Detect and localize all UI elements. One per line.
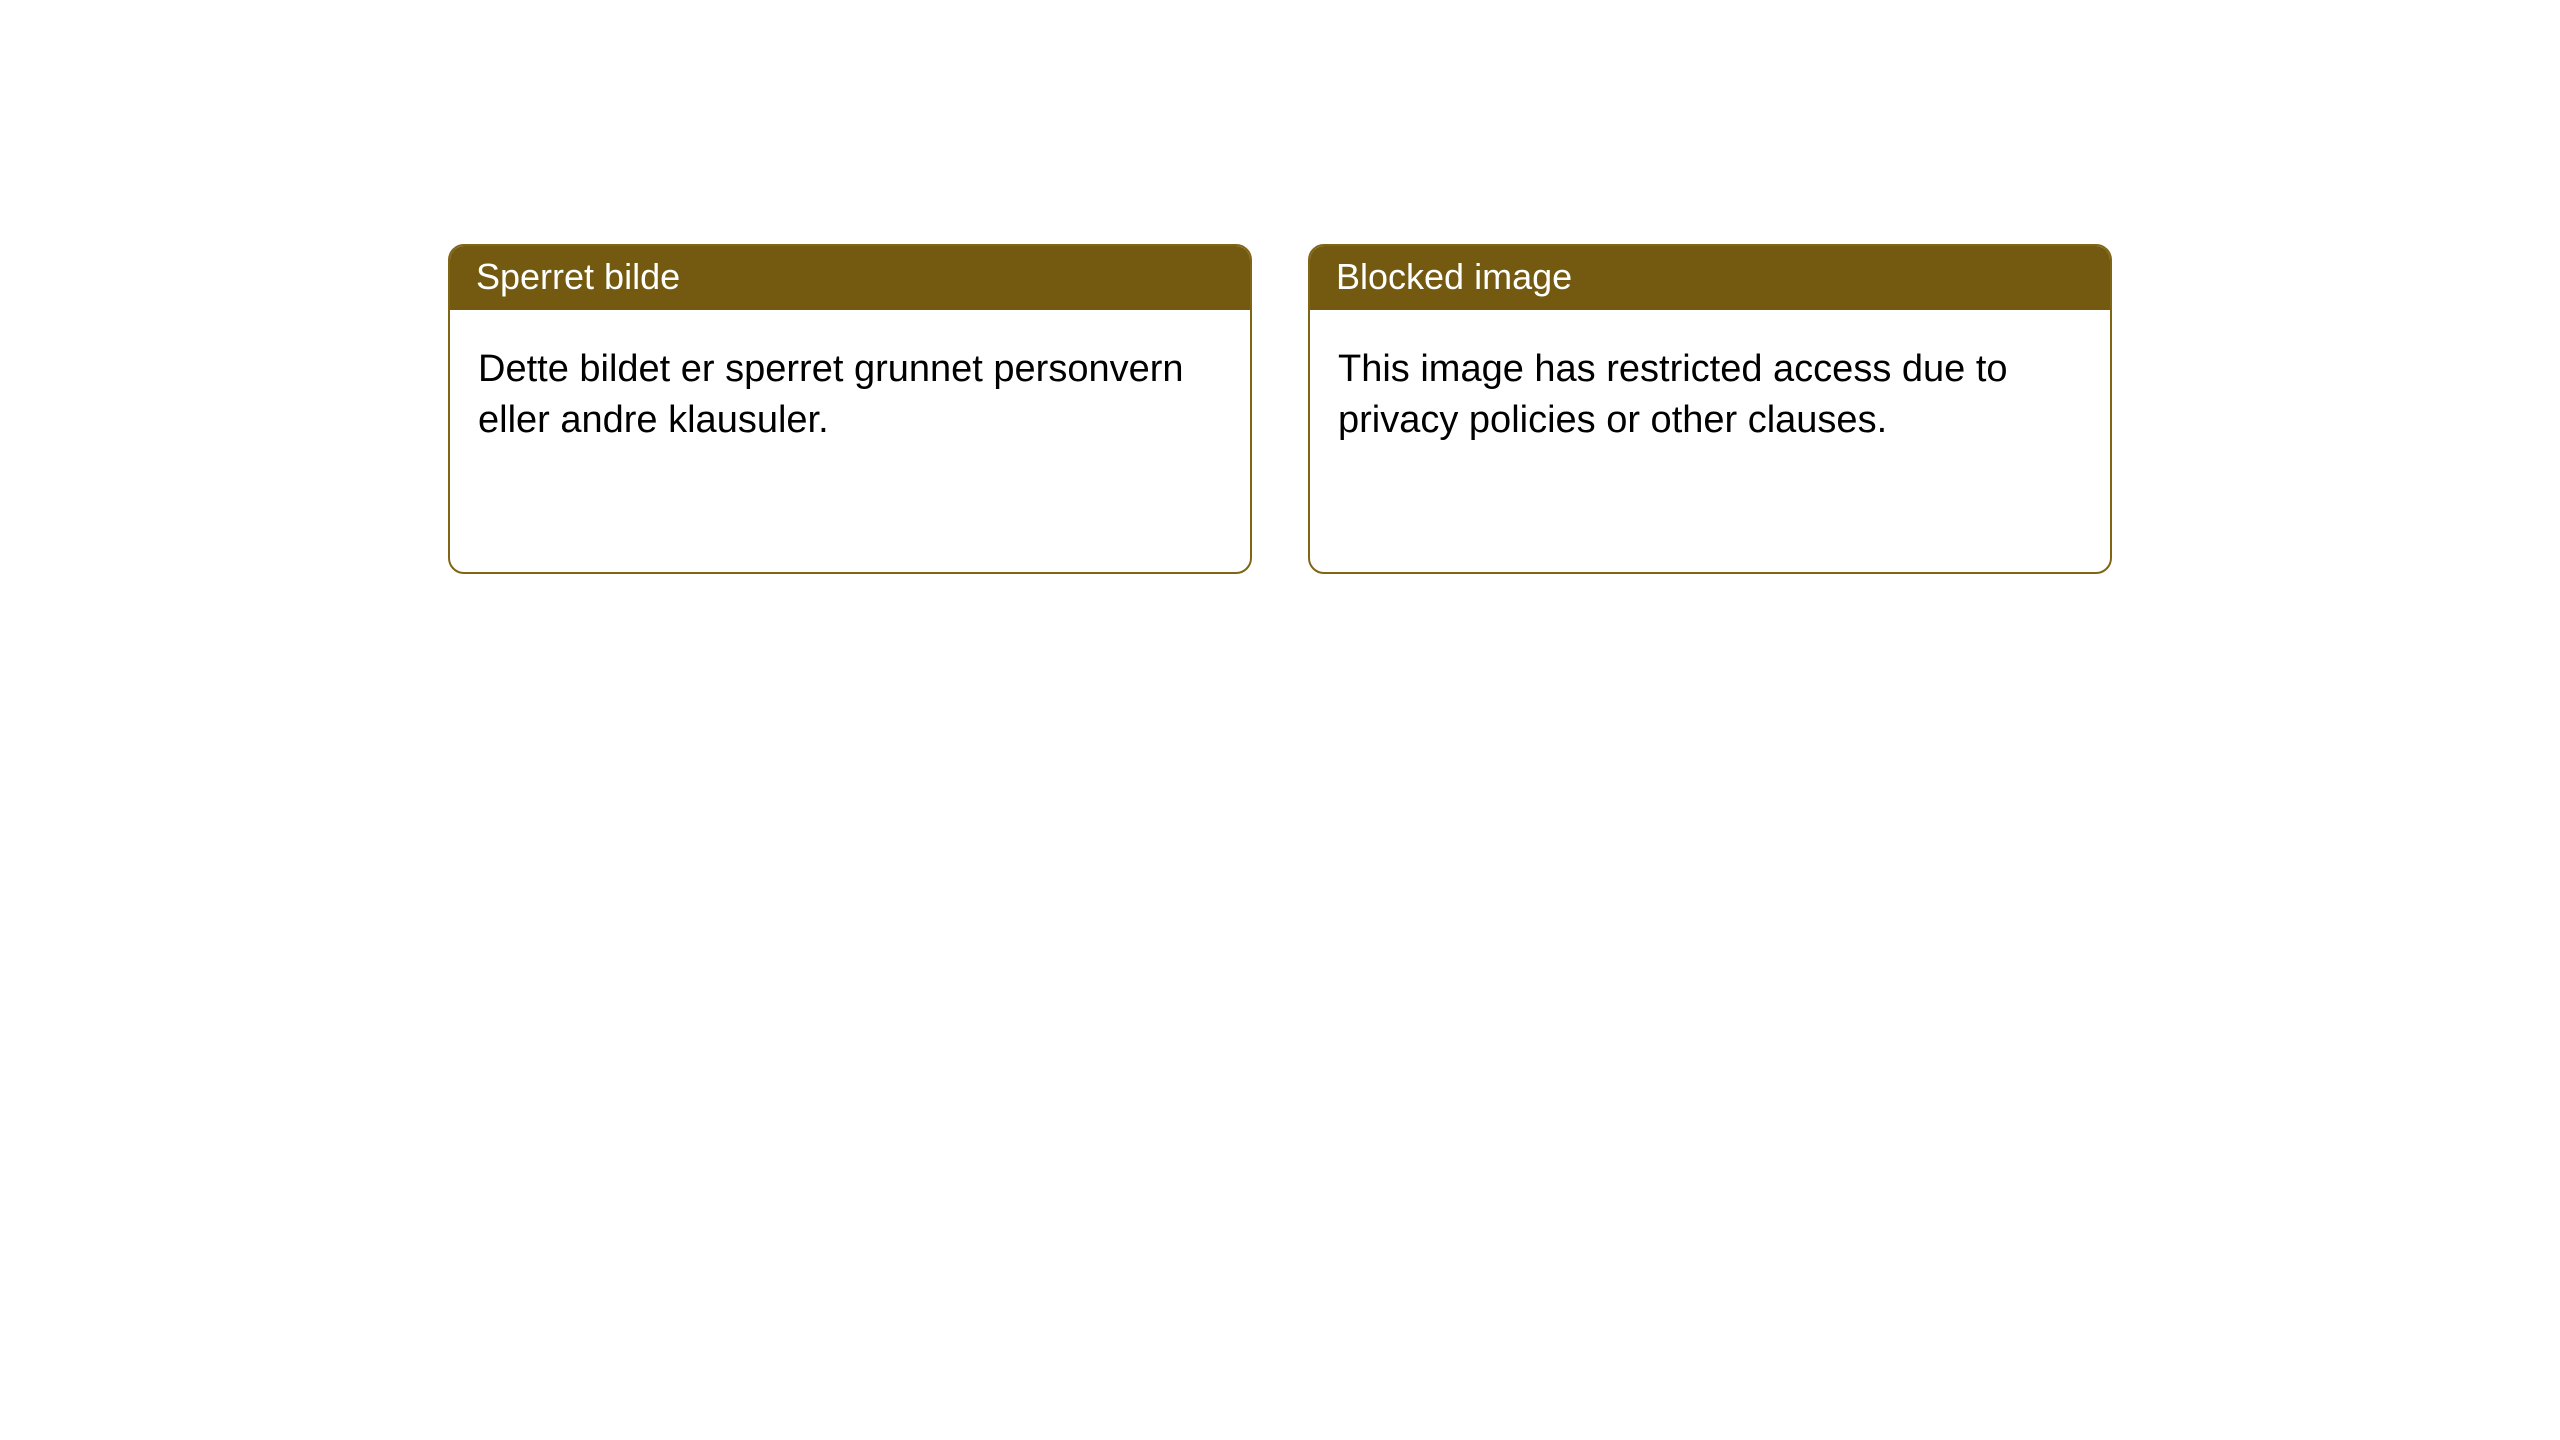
card-title: Blocked image: [1336, 256, 1572, 297]
card-body-text: This image has restricted access due to …: [1338, 348, 2008, 441]
card-title: Sperret bilde: [476, 256, 680, 297]
card-body: This image has restricted access due to …: [1310, 310, 2110, 572]
blocked-image-card-en: Blocked image This image has restricted …: [1308, 244, 2112, 574]
card-header: Blocked image: [1310, 246, 2110, 310]
cards-container: Sperret bilde Dette bildet er sperret gr…: [0, 0, 2560, 574]
card-body-text: Dette bildet er sperret grunnet personve…: [478, 348, 1184, 441]
blocked-image-card-no: Sperret bilde Dette bildet er sperret gr…: [448, 244, 1252, 574]
card-header: Sperret bilde: [450, 246, 1250, 310]
card-body: Dette bildet er sperret grunnet personve…: [450, 310, 1250, 572]
